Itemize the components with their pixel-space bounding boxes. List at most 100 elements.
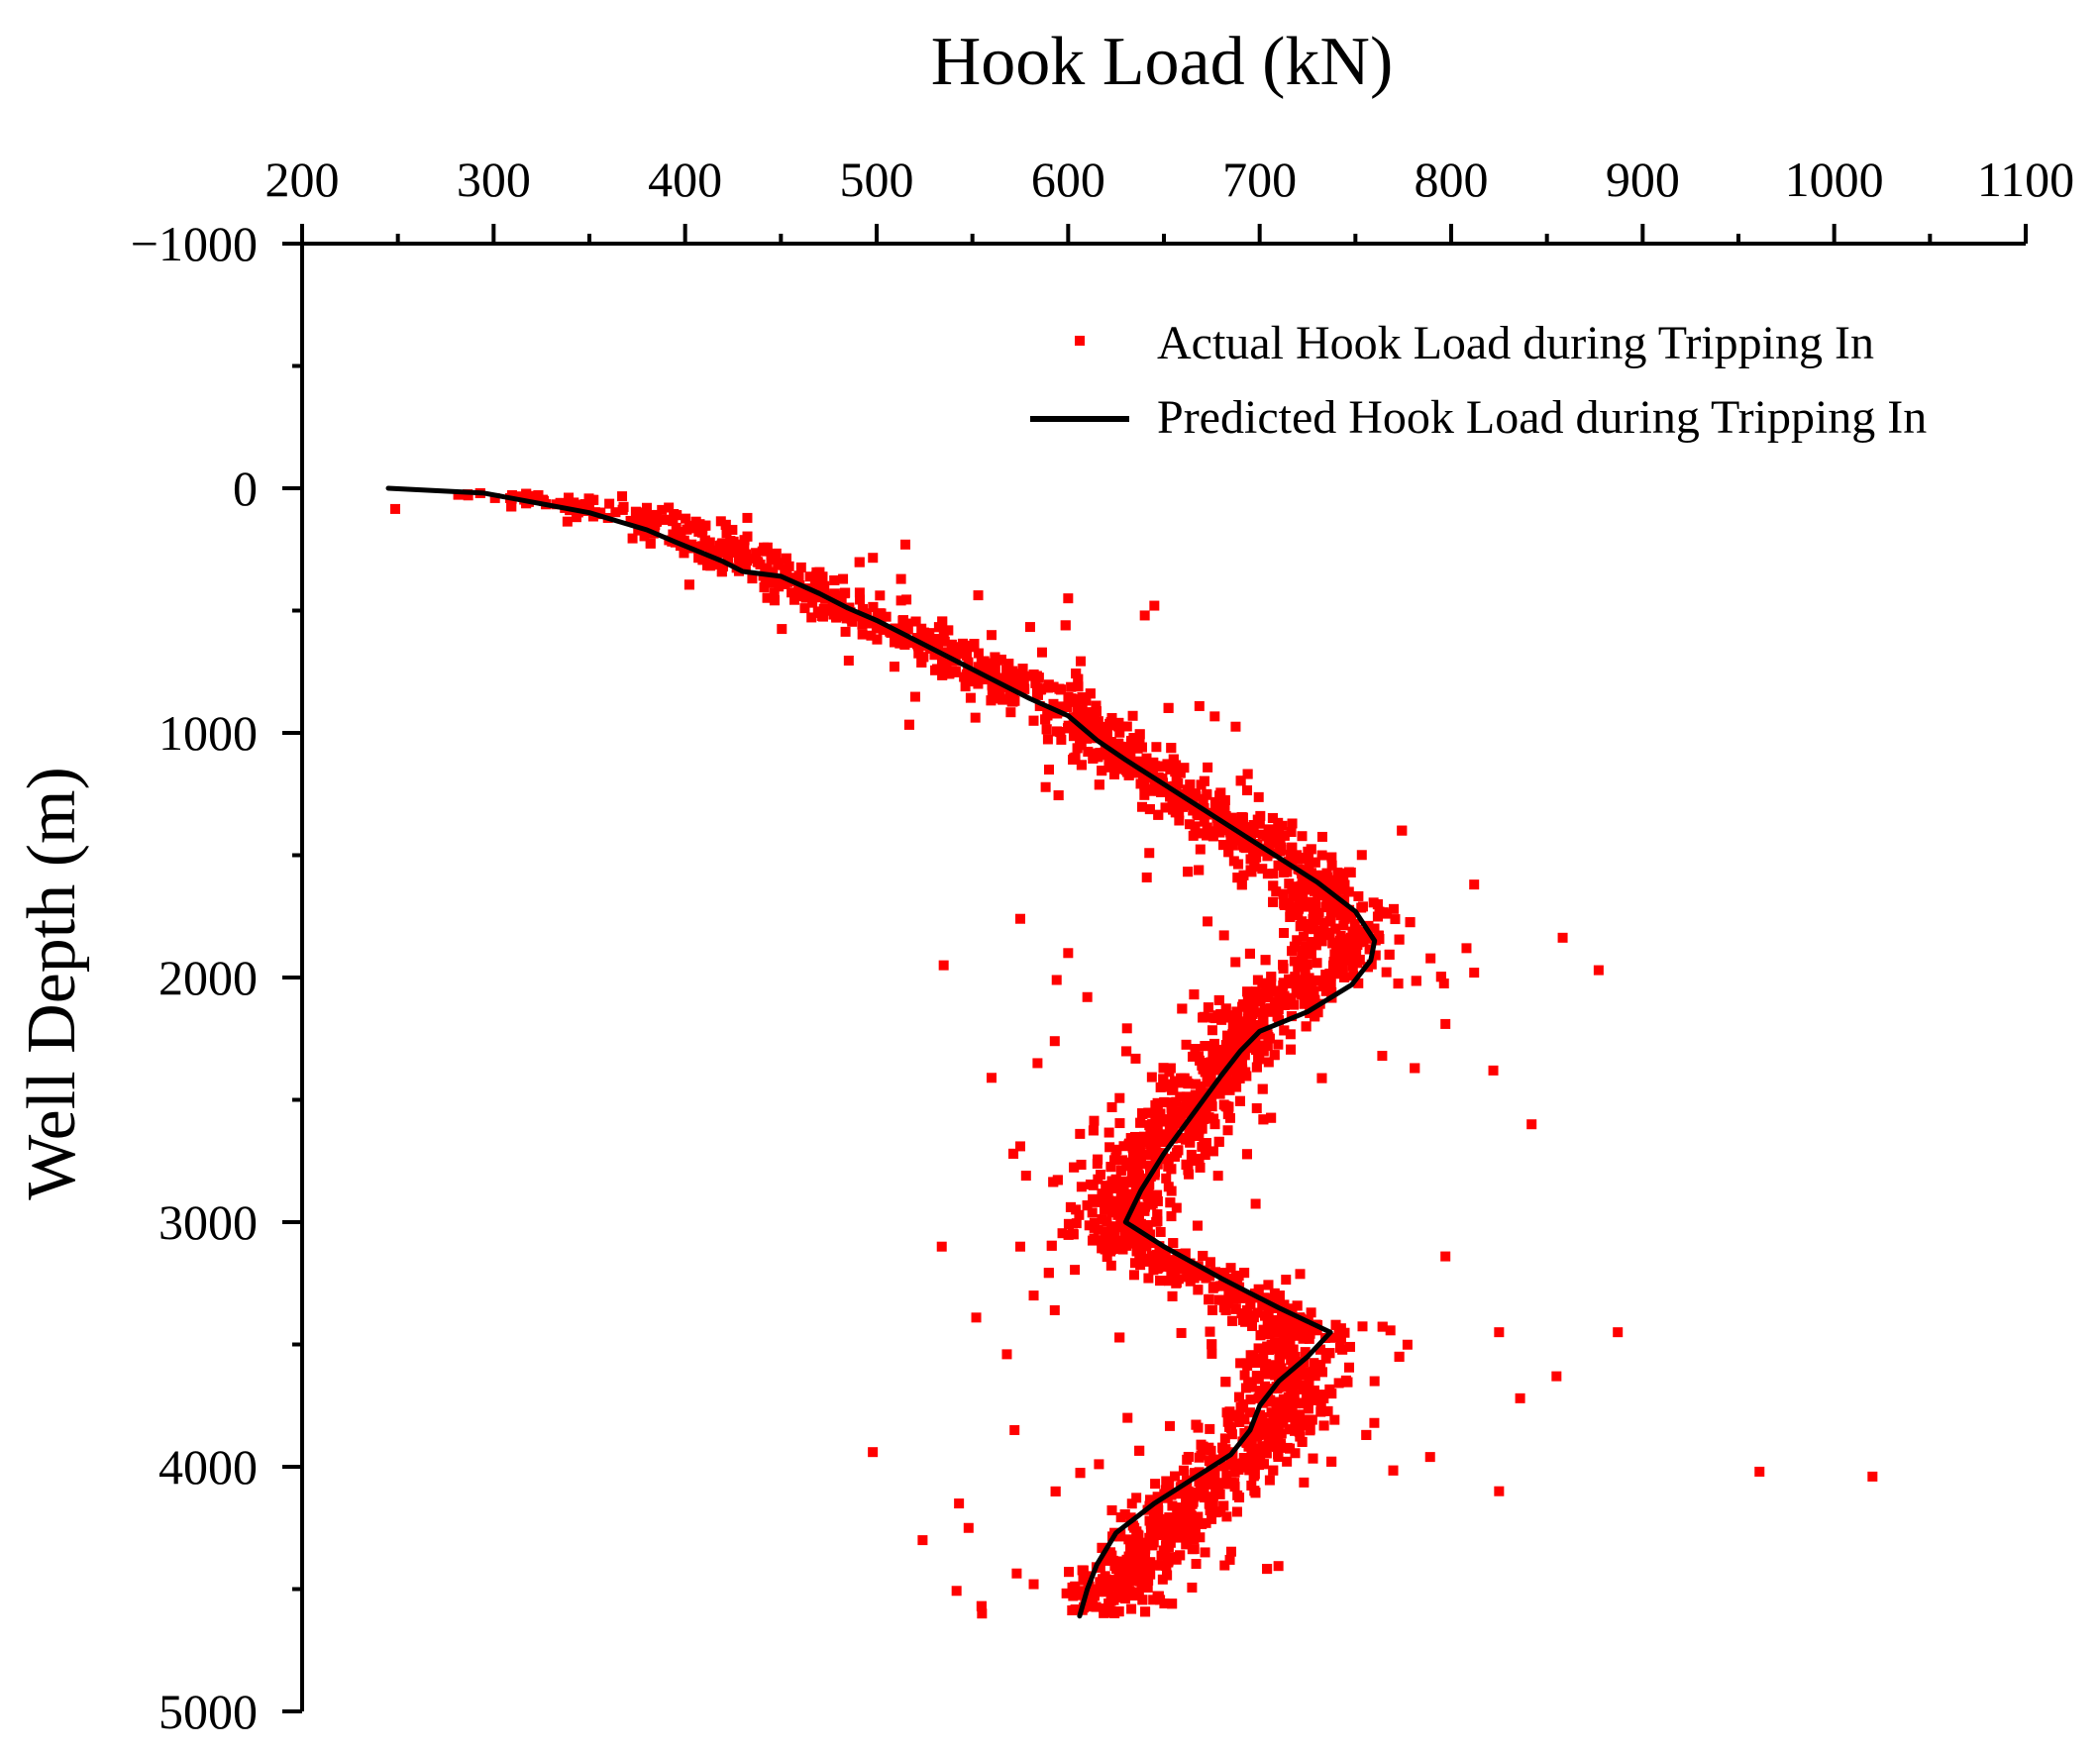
- data-point: [1210, 826, 1221, 837]
- data-point: [1279, 867, 1290, 877]
- data-point: [1272, 1414, 1283, 1425]
- data-point: [639, 531, 650, 542]
- data-point: [661, 514, 672, 525]
- data-point: [1222, 1109, 1233, 1120]
- data-point: [1260, 1381, 1271, 1392]
- data-point: [928, 635, 939, 646]
- data-point: [1278, 888, 1289, 899]
- data-point: [1268, 1441, 1279, 1452]
- data-point: [1128, 1270, 1139, 1281]
- data-point: [875, 608, 886, 619]
- data-point: [1144, 1160, 1155, 1171]
- data-point: [1171, 760, 1182, 771]
- data-point: [1494, 1486, 1505, 1496]
- data-point: [1236, 1055, 1247, 1066]
- data-point: [1131, 1493, 1142, 1503]
- data-point: [562, 499, 573, 510]
- data-point: [1228, 1292, 1239, 1303]
- data-point: [1251, 1062, 1262, 1073]
- data-point: [1263, 1318, 1274, 1329]
- data-point: [878, 624, 889, 635]
- data-point: [718, 545, 729, 556]
- data-point: [1232, 1010, 1243, 1021]
- data-point: [1073, 673, 1084, 684]
- data-point: [1337, 868, 1348, 878]
- data-point: [1159, 1255, 1170, 1266]
- data-point: [1245, 1394, 1256, 1405]
- data-point: [1094, 1459, 1104, 1470]
- data-point: [963, 667, 974, 677]
- data-point: [1299, 1477, 1310, 1488]
- data-point: [1593, 965, 1604, 976]
- data-point: [1288, 1359, 1299, 1370]
- data-point: [1054, 683, 1065, 694]
- data-point: [1245, 1350, 1256, 1361]
- data-point: [1301, 1393, 1312, 1404]
- data-point: [1061, 1588, 1072, 1598]
- data-point: [1114, 727, 1125, 738]
- data-point: [1205, 1257, 1215, 1268]
- data-point: [1009, 1424, 1020, 1435]
- data-point: [871, 623, 882, 634]
- data-point: [1247, 1460, 1258, 1471]
- data-point: [1209, 711, 1220, 722]
- data-point: [1267, 986, 1278, 997]
- data-point: [1179, 1108, 1190, 1119]
- data-point: [913, 648, 924, 659]
- data-point: [1262, 869, 1273, 879]
- data-point: [1214, 1281, 1225, 1291]
- data-point: [897, 615, 908, 626]
- data-point: [1322, 1405, 1333, 1416]
- data-point: [1329, 969, 1340, 980]
- data-point: [1161, 1097, 1172, 1108]
- data-point: [1219, 1433, 1230, 1444]
- data-point: [1337, 883, 1348, 894]
- data-point: [1273, 837, 1284, 848]
- data-point: [1101, 749, 1111, 760]
- x-tick-label: 1000: [1785, 152, 1884, 207]
- data-point: [1234, 1416, 1245, 1427]
- data-point: [1079, 709, 1090, 720]
- data-point: [895, 573, 906, 584]
- data-point: [838, 573, 849, 584]
- data-point: [1230, 721, 1241, 732]
- data-point: [1102, 1192, 1113, 1203]
- data-point: [1285, 1321, 1296, 1332]
- data-point: [1289, 891, 1300, 902]
- data-point: [1242, 1360, 1253, 1371]
- data-point: [1063, 593, 1074, 604]
- data-point: [1299, 1383, 1310, 1393]
- x-tick-label: 800: [1415, 152, 1489, 207]
- legend: Actual Hook Load during Tripping In Pred…: [1030, 317, 1927, 444]
- data-point: [1207, 1513, 1217, 1524]
- data-point: [1070, 694, 1081, 705]
- data-point: [1108, 1595, 1119, 1605]
- data-point: [1389, 903, 1399, 914]
- data-point: [727, 543, 738, 554]
- data-point: [1142, 1183, 1153, 1193]
- data-point: [1099, 1607, 1109, 1618]
- data-point: [853, 611, 864, 622]
- data-point: [1353, 890, 1364, 901]
- data-point: [1333, 1378, 1344, 1389]
- data-point: [777, 624, 788, 635]
- data-point: [1293, 962, 1304, 973]
- data-point: [1188, 830, 1199, 841]
- data-point: [1372, 911, 1383, 922]
- data-point: [708, 545, 719, 556]
- data-point: [1318, 1420, 1329, 1431]
- data-point: [1158, 1074, 1169, 1084]
- x-axis-title: Hook Load (kN): [931, 24, 1394, 100]
- data-point: [1244, 1001, 1255, 1012]
- data-point: [562, 516, 573, 527]
- data-point: [1111, 1144, 1122, 1155]
- data-point: [1120, 751, 1131, 762]
- data-point: [1114, 1198, 1125, 1209]
- data-point: [1132, 1179, 1143, 1189]
- data-point: [1285, 905, 1296, 916]
- data-point: [742, 531, 753, 542]
- data-point: [1082, 1200, 1093, 1211]
- data-point: [1305, 1424, 1315, 1435]
- data-point: [1137, 1595, 1148, 1605]
- data-point: [1300, 1347, 1311, 1358]
